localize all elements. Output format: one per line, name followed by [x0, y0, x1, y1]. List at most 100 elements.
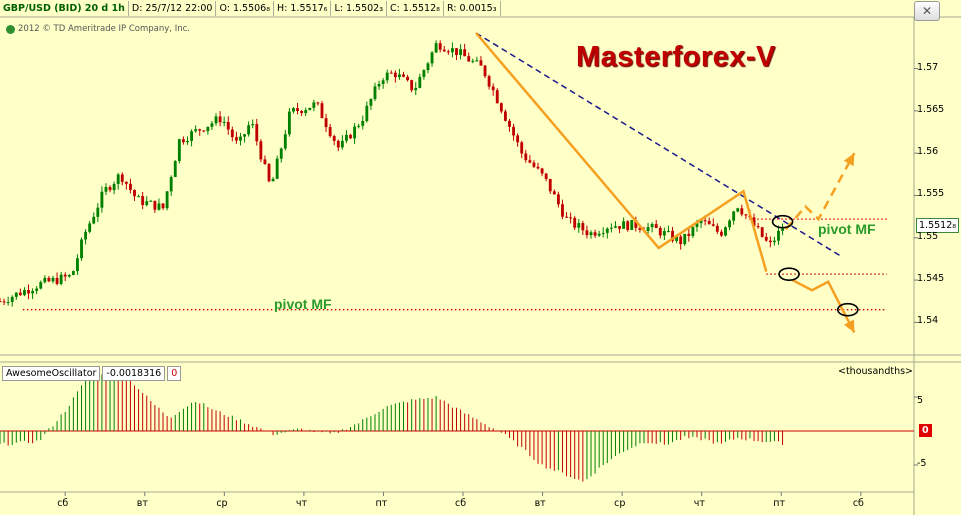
candle-body: [760, 227, 764, 237]
candle-body: [614, 226, 617, 228]
price-tick-label: 1.545: [917, 273, 945, 285]
time-tick-label: ср: [216, 498, 228, 509]
candle-body: [357, 125, 361, 127]
candle-body: [781, 228, 784, 231]
candle-body: [296, 108, 299, 112]
candle-body: [475, 60, 479, 62]
candle-body: [369, 99, 373, 106]
osc-tick-label: 5: [917, 395, 924, 406]
candle-body: [247, 125, 251, 135]
oscillator-zero-tag: 0: [919, 424, 932, 437]
range-field: R: 0.0015₃: [444, 0, 501, 16]
candle-body: [744, 214, 748, 216]
candle-body: [544, 173, 548, 179]
candle-body: [581, 223, 585, 231]
close-icon[interactable]: ✕: [914, 1, 940, 21]
candle-body: [349, 134, 352, 139]
oscillator-name[interactable]: AwesomeOscillator: [2, 365, 101, 381]
time-tick-label: ср: [614, 498, 626, 509]
candle-body: [438, 43, 442, 50]
candle-body: [695, 223, 699, 228]
candle-body: [573, 217, 577, 228]
candle-body: [455, 48, 458, 55]
candle-body: [35, 288, 39, 291]
candle-body: [756, 226, 760, 228]
candle-body: [255, 124, 259, 142]
pivot-label-upper: pivot MF: [818, 221, 876, 237]
candle-body: [108, 187, 112, 191]
trendline: [475, 32, 842, 258]
candle-body: [181, 139, 185, 143]
candle-body: [687, 233, 691, 236]
time-tick-label: чт: [295, 498, 308, 509]
candle-body: [198, 129, 202, 131]
candle-body: [316, 102, 320, 104]
osc-tick-label: -5: [917, 458, 927, 469]
candle-body: [0, 301, 2, 303]
candle-body: [251, 124, 255, 126]
candle-body: [520, 142, 524, 154]
candle-body: [377, 83, 381, 87]
candle-body: [259, 141, 263, 160]
candle-body: [479, 60, 483, 66]
candle-body: [646, 227, 650, 231]
oscillator-header: AwesomeOscillator -0.0018316 0: [2, 365, 183, 381]
candle-body: [18, 292, 22, 296]
candle-body: [124, 181, 128, 184]
candle-body: [699, 220, 703, 224]
candle-body: [218, 116, 222, 123]
candle-body: [609, 227, 613, 229]
candle-body: [14, 292, 18, 297]
candle-body: [463, 49, 467, 57]
candle-body: [112, 183, 116, 191]
candle-body: [149, 200, 153, 202]
candle-body: [263, 159, 267, 164]
candle-body: [561, 204, 564, 217]
candle-body: [385, 72, 389, 81]
candle-body: [658, 228, 662, 236]
candle-body: [283, 134, 287, 149]
candle-body: [715, 225, 719, 232]
candle-body: [100, 191, 104, 208]
candle-body: [675, 236, 679, 241]
candle-body: [618, 226, 621, 229]
time-tick-label: вт: [136, 498, 148, 509]
candle-body: [226, 121, 230, 130]
candle-body: [679, 236, 683, 245]
candle-body: [116, 174, 120, 184]
candle-body: [536, 166, 540, 169]
candle-body: [31, 290, 35, 294]
candle-body: [450, 48, 454, 53]
candle-body: [389, 72, 393, 74]
candle-body: [418, 76, 422, 88]
candle-body: [495, 90, 499, 104]
candle-body: [312, 102, 316, 108]
candle-body: [84, 231, 88, 240]
price-tick-label: 1.55: [917, 230, 939, 242]
oscillator-flag: 0: [167, 365, 182, 381]
candle-body: [398, 74, 401, 78]
candle-body: [654, 224, 658, 229]
candle-body: [720, 231, 723, 236]
time-tick-label: чт: [693, 498, 705, 509]
candle-body: [650, 224, 654, 228]
candle-body: [345, 134, 348, 141]
candle-body: [459, 49, 463, 55]
candle-body: [59, 274, 63, 284]
arrow-up-icon: [843, 153, 855, 167]
open-field: O: 1.5506₈: [216, 0, 275, 16]
candle-body: [320, 103, 324, 119]
candle-body: [503, 111, 507, 121]
candle-body: [194, 129, 198, 132]
candle-body: [169, 177, 173, 192]
info-icon: [6, 24, 15, 34]
candle-body: [145, 201, 149, 206]
time-tick-label: сб: [57, 498, 69, 509]
candle-body: [381, 80, 385, 84]
candle-body: [373, 86, 377, 100]
candle-body: [129, 183, 132, 190]
arrow-down-icon: [843, 319, 855, 333]
candle-body: [430, 52, 434, 64]
price-tick-label: 1.565: [917, 103, 945, 115]
symbol-label[interactable]: GBP/USD (BID) 20 d 1h: [0, 0, 129, 16]
